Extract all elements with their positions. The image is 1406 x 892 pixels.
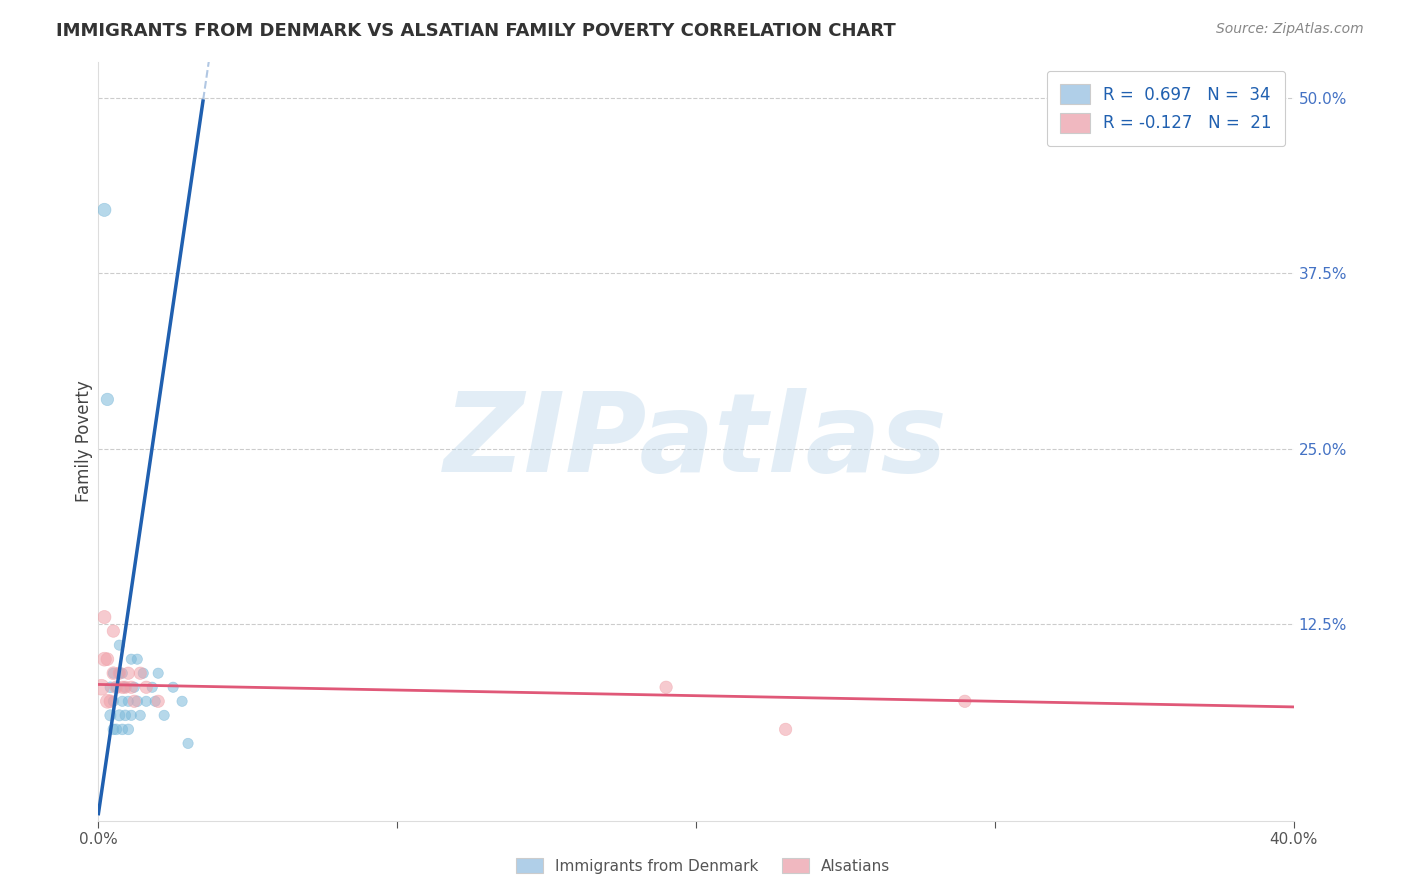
- Point: [108, 638, 131, 652]
- Point: [120, 680, 142, 694]
- Point: [177, 736, 200, 750]
- Point: [127, 652, 149, 666]
- Point: [90, 680, 112, 694]
- Point: [775, 723, 797, 737]
- Point: [103, 666, 125, 681]
- Point: [114, 708, 136, 723]
- Point: [111, 680, 134, 694]
- Point: [108, 666, 131, 681]
- Point: [148, 666, 170, 681]
- Point: [655, 680, 678, 694]
- Point: [117, 694, 139, 708]
- Point: [105, 680, 128, 694]
- Text: Source: ZipAtlas.com: Source: ZipAtlas.com: [1216, 22, 1364, 37]
- Point: [96, 694, 118, 708]
- Point: [111, 694, 134, 708]
- Point: [98, 708, 122, 723]
- Point: [120, 708, 142, 723]
- Point: [105, 680, 128, 694]
- Point: [129, 666, 152, 681]
- Point: [172, 694, 194, 708]
- Point: [103, 666, 125, 681]
- Point: [135, 694, 157, 708]
- Point: [129, 708, 152, 723]
- Point: [117, 723, 139, 737]
- Point: [953, 694, 976, 708]
- Point: [103, 624, 125, 639]
- Point: [153, 708, 176, 723]
- Point: [108, 708, 131, 723]
- Text: IMMIGRANTS FROM DENMARK VS ALSATIAN FAMILY POVERTY CORRELATION CHART: IMMIGRANTS FROM DENMARK VS ALSATIAN FAMI…: [56, 22, 896, 40]
- Point: [103, 694, 125, 708]
- Point: [114, 680, 136, 694]
- Point: [124, 694, 146, 708]
- Point: [111, 723, 134, 737]
- Point: [93, 202, 115, 217]
- Point: [96, 652, 118, 666]
- Point: [93, 652, 115, 666]
- Point: [103, 723, 125, 737]
- Point: [124, 680, 146, 694]
- Point: [127, 694, 149, 708]
- Point: [111, 666, 134, 681]
- Point: [93, 610, 115, 624]
- Point: [135, 680, 157, 694]
- Point: [141, 680, 163, 694]
- Point: [162, 680, 184, 694]
- Point: [143, 694, 166, 708]
- Point: [96, 392, 118, 407]
- Point: [132, 666, 155, 681]
- Legend: Immigrants from Denmark, Alsatians: Immigrants from Denmark, Alsatians: [509, 852, 897, 880]
- Point: [105, 723, 128, 737]
- Point: [120, 652, 142, 666]
- Point: [114, 680, 136, 694]
- Text: ZIPatlas: ZIPatlas: [444, 388, 948, 495]
- Legend: R =  0.697   N =  34, R = -0.127   N =  21: R = 0.697 N = 34, R = -0.127 N = 21: [1046, 70, 1285, 146]
- Point: [148, 694, 170, 708]
- Point: [108, 666, 131, 681]
- Y-axis label: Family Poverty: Family Poverty: [75, 381, 93, 502]
- Point: [117, 666, 139, 681]
- Point: [98, 680, 122, 694]
- Point: [98, 694, 122, 708]
